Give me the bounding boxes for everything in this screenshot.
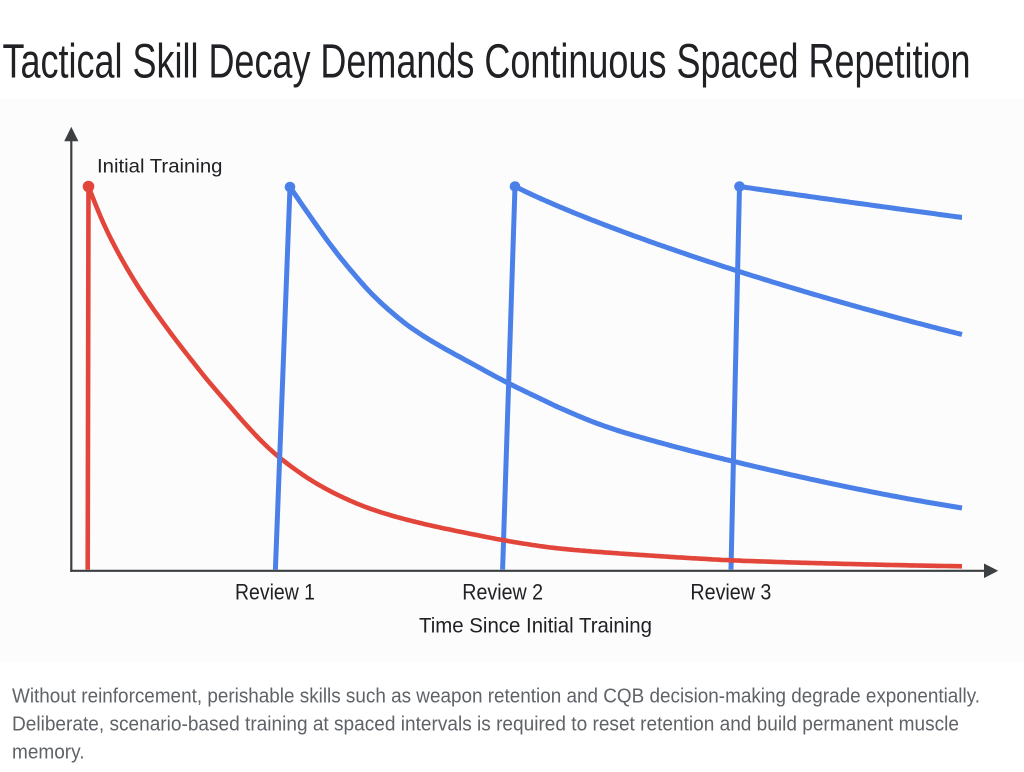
svg-text:Time Since Initial Training: Time Since Initial Training (419, 615, 652, 638)
svg-text:Initial Training: Initial Training (97, 156, 223, 178)
svg-text:Review 3: Review 3 (690, 580, 771, 605)
svg-text:Deliberate, scenario-based tra: Deliberate, scenario-based training at s… (12, 714, 959, 736)
svg-text:Review 1: Review 1 (235, 580, 315, 605)
svg-text:Tactical Skill Decay Demands C: Tactical Skill Decay Demands Continuous … (3, 36, 971, 89)
svg-text:Without reinforcement, perisha: Without reinforcement, perishable skills… (12, 686, 980, 708)
svg-text:memory.: memory. (12, 742, 85, 764)
svg-text:Review 2: Review 2 (462, 580, 543, 605)
